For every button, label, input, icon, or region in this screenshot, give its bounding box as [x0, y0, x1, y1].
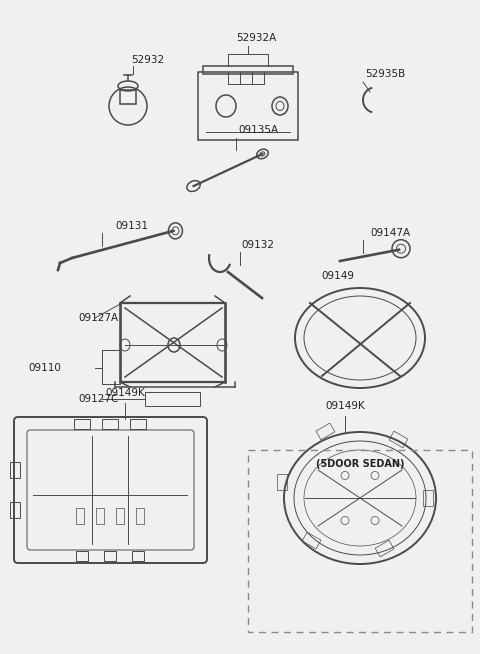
Bar — [302, 532, 321, 549]
Bar — [145, 392, 200, 406]
Text: 52932: 52932 — [132, 55, 165, 65]
Text: 09131: 09131 — [116, 221, 148, 231]
Text: 09149K: 09149K — [325, 401, 365, 411]
Bar — [389, 431, 408, 448]
Bar — [248, 450, 472, 632]
Bar — [104, 551, 116, 561]
Bar — [120, 90, 136, 104]
Bar — [76, 551, 88, 561]
Bar — [130, 419, 146, 429]
Bar — [96, 508, 104, 524]
Text: (5DOOR SEDAN): (5DOOR SEDAN) — [316, 459, 404, 469]
Bar — [203, 66, 293, 74]
Text: 09149: 09149 — [322, 271, 355, 281]
Bar — [375, 540, 394, 557]
Bar — [102, 419, 118, 429]
Text: 09110: 09110 — [28, 363, 61, 373]
Text: 09135A: 09135A — [238, 125, 278, 135]
Text: 09149K: 09149K — [105, 388, 145, 398]
Bar — [136, 508, 144, 524]
Bar — [198, 72, 298, 140]
Bar — [10, 462, 20, 478]
Bar — [316, 423, 335, 439]
Bar — [132, 551, 144, 561]
Text: 09147A: 09147A — [370, 228, 410, 238]
Text: 09127A: 09127A — [78, 313, 118, 323]
Text: 09127C: 09127C — [78, 394, 119, 404]
Text: 52932A: 52932A — [236, 33, 276, 43]
Bar — [277, 474, 287, 490]
Bar — [10, 502, 20, 518]
Bar — [423, 490, 433, 506]
Text: 09132: 09132 — [241, 240, 275, 250]
Text: 52935B: 52935B — [365, 69, 405, 79]
Bar — [116, 508, 124, 524]
Bar — [74, 419, 90, 429]
Bar — [76, 508, 84, 524]
